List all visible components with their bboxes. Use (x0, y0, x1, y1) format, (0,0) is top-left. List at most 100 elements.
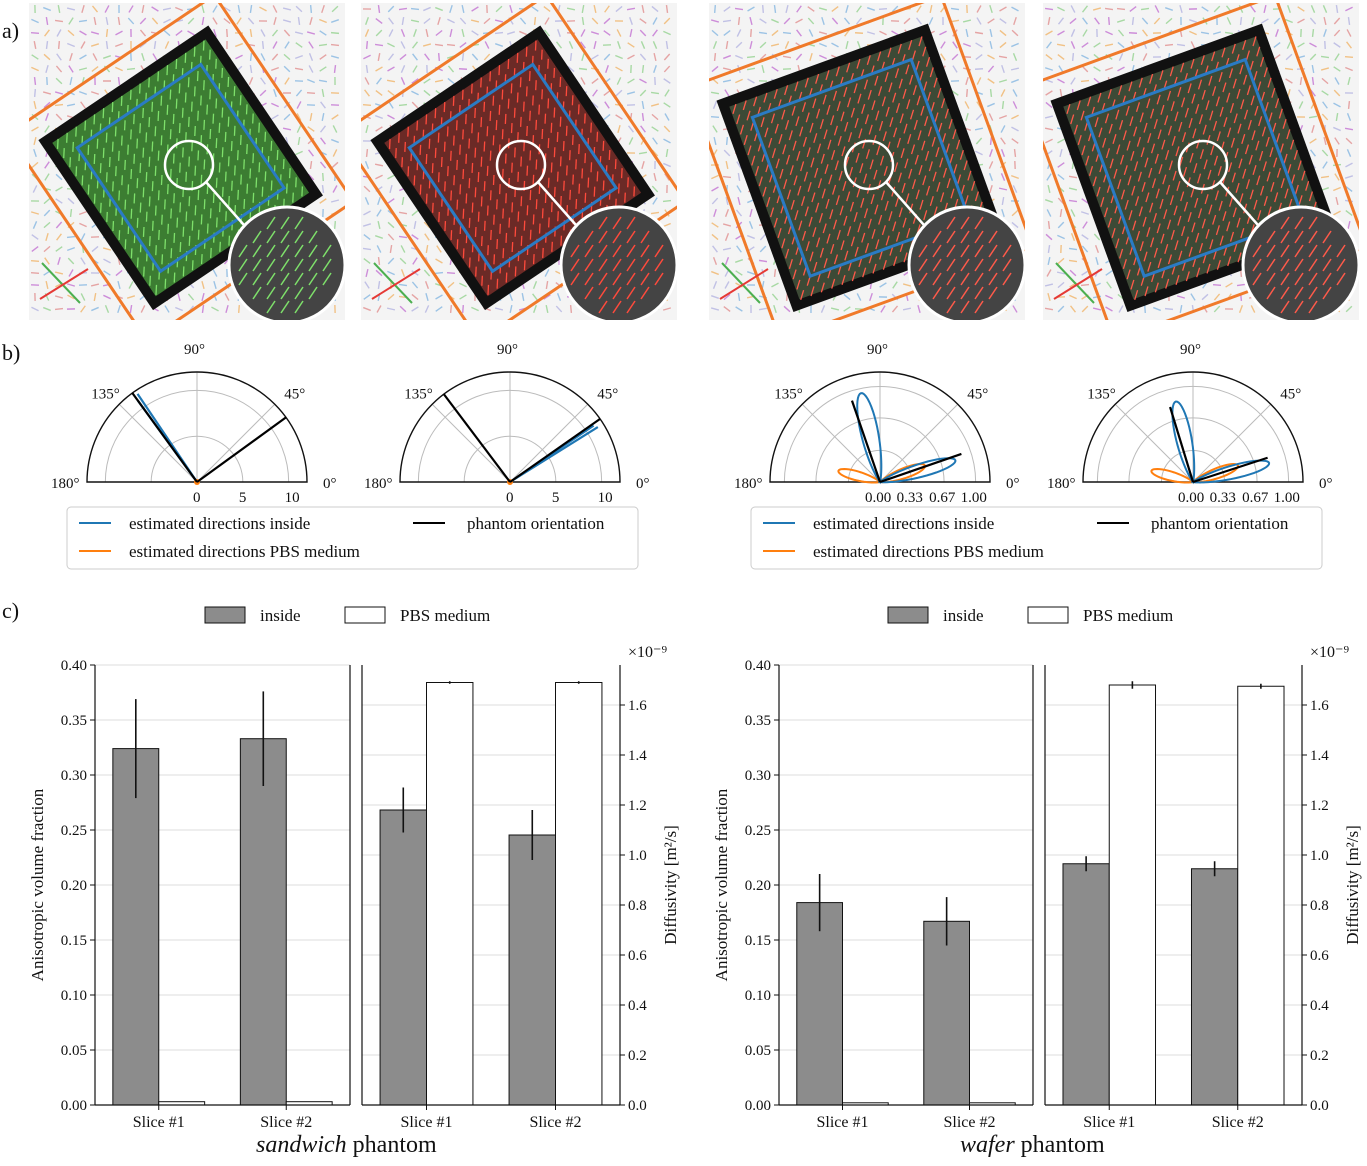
zoom-vector (960, 272, 970, 286)
noise-vector (364, 281, 370, 289)
zoom-vector (946, 258, 956, 272)
noise-vector (67, 197, 75, 205)
noise-vector (758, 31, 768, 35)
panel-label-a: a) (2, 18, 20, 43)
noise-vector (1011, 209, 1019, 217)
inside-vector (1173, 205, 1178, 216)
angle-label-0: 0° (636, 476, 650, 492)
noise-vector (1154, 5, 1160, 13)
noise-vector (1069, 269, 1077, 277)
inside-vector (200, 174, 203, 185)
noise-vector (115, 42, 123, 48)
noise-vector (759, 245, 767, 253)
noise-vector (1140, 7, 1150, 11)
noise-vector (578, 67, 588, 71)
noise-vector (364, 29, 370, 37)
inside-vector (462, 169, 465, 180)
zoom-vector (570, 272, 580, 286)
inside-vector (909, 74, 914, 85)
noise-vector (569, 52, 573, 62)
inside-vector (559, 156, 562, 167)
inside-vector (170, 248, 173, 259)
inside-vector (188, 196, 191, 207)
noise-vector (1141, 29, 1149, 37)
noise-vector (855, 17, 863, 25)
noise-vector (140, 305, 146, 313)
noise-vector (175, 6, 183, 12)
noise-vector (67, 294, 75, 300)
noise-vector (56, 53, 62, 61)
noise-vector (856, 293, 862, 301)
noise-vector (45, 16, 49, 26)
inside-vector (823, 129, 828, 140)
inside-vector (529, 229, 532, 240)
inside-vector (822, 223, 827, 234)
inside-vector (933, 77, 938, 88)
inside-vector (243, 159, 245, 170)
inside-vector (769, 207, 775, 218)
inside-vector (1201, 89, 1206, 100)
noise-vector (1226, 17, 1232, 25)
noise-vector (494, 43, 504, 47)
zoom-vector (1280, 286, 1290, 300)
inside-vector (169, 168, 172, 179)
radial-tick-label: 10 (285, 490, 300, 506)
inside-vector (102, 108, 105, 119)
noise-vector (66, 7, 76, 11)
inside-vector (905, 193, 910, 204)
noise-vector (80, 293, 86, 301)
noise-vector (998, 55, 1008, 59)
inside-vector (788, 259, 793, 269)
zoom-vector (654, 258, 664, 272)
noise-vector (1105, 294, 1113, 300)
inside-vector (161, 254, 164, 265)
noise-vector (713, 4, 717, 14)
zoom-vector (322, 244, 332, 258)
noise-vector (400, 29, 406, 37)
noise-vector (364, 197, 370, 205)
noise-vector (163, 18, 171, 24)
inside-vector (1280, 178, 1285, 189)
noise-vector (509, 4, 513, 14)
noise-vector (435, 29, 443, 37)
inside-vector (1133, 126, 1138, 137)
inside-vector (1167, 254, 1173, 265)
inside-vector (1198, 114, 1204, 125)
noise-vector (1070, 41, 1076, 49)
panel-label-b: b) (2, 340, 21, 365)
noise-vector (43, 245, 51, 253)
noise-vector (988, 113, 994, 121)
inside-vector (493, 214, 495, 225)
angle-label-45: 45° (284, 386, 305, 402)
inside-vector (590, 162, 593, 173)
zoom-vector (1322, 272, 1332, 286)
inside-vector (1165, 150, 1170, 160)
inside-vector (834, 160, 839, 171)
noise-vector (988, 161, 994, 169)
inside-vector (1135, 102, 1141, 113)
inside-vector (841, 275, 846, 285)
inside-vector (477, 211, 480, 222)
noise-vector (711, 233, 719, 241)
inside-vector (462, 248, 465, 259)
zoom-vector (946, 272, 956, 286)
noise-vector (175, 306, 183, 312)
noise-vector (435, 258, 443, 264)
noise-vector (79, 54, 87, 60)
noise-vector (615, 5, 623, 13)
noise-vector (735, 78, 743, 84)
noise-vector (411, 293, 419, 301)
noise-vector (1047, 256, 1051, 266)
noise-vector (533, 304, 537, 314)
noise-vector (1059, 148, 1063, 158)
inside-vector (1132, 220, 1137, 231)
inside-vector (1119, 154, 1125, 165)
noise-vector (1179, 4, 1183, 14)
inside-vector (1080, 110, 1085, 121)
y-tick-label: 0.40 (61, 658, 87, 674)
zoom-vector (918, 272, 928, 286)
noise-vector (808, 29, 814, 37)
zoom-vector (252, 286, 262, 300)
noise-vector (603, 30, 611, 36)
zoom-vector (308, 230, 318, 244)
